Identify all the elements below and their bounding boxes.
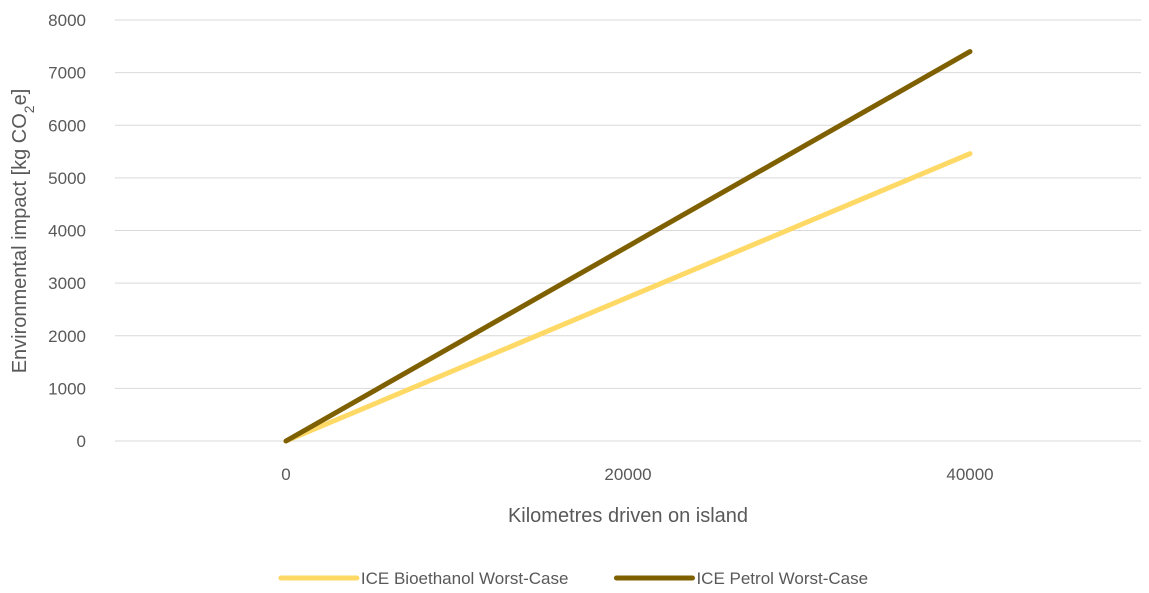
y-gridlines [115,19,1141,389]
y-tick-label-3000: 3000 [48,274,86,293]
y-tick-label-0: 0 [77,432,86,451]
series-line-1 [283,49,973,444]
legend-label-0: ICE Bioethanol Worst-Case [361,569,569,588]
y-tick-label-4000: 4000 [48,222,86,241]
x-axis-title: Kilometres driven on island [508,505,748,527]
legend-label-1: ICE Petrol Worst-Case [696,569,868,588]
series-line-0 [283,151,973,444]
x-tick-label-20000: 20000 [604,465,651,484]
y-axis-title-subscript: 2 [21,105,37,113]
series-lines [283,49,973,444]
x-tick-label-40000: 40000 [946,465,993,484]
y-axis-tick-labels: 0 1000 2000 3000 4000 5000 6000 7000 8000 [48,11,86,451]
x-tick-label-0: 0 [281,465,290,484]
y-axis-title-prefix: Environmental impact [kg CO [9,113,31,373]
y-tick-label-2000: 2000 [48,327,86,346]
y-tick-label-7000: 7000 [48,64,86,83]
y-axis-title: Environmental impact [kg CO2e] [9,89,37,374]
y-axis-title-suffix: e] [9,89,31,106]
y-tick-label-8000: 8000 [48,11,86,30]
legend-item-0: ICE Bioethanol Worst-Case [278,569,569,588]
x-axis-tick-labels: 0 20000 40000 [281,465,993,484]
y-tick-label-6000: 6000 [48,116,86,135]
y-tick-label-1000: 1000 [48,379,86,398]
legend: ICE Bioethanol Worst-Case ICE Petrol Wors… [278,569,868,588]
y-tick-label-5000: 5000 [48,169,86,188]
legend-item-1: ICE Petrol Worst-Case [613,569,868,588]
